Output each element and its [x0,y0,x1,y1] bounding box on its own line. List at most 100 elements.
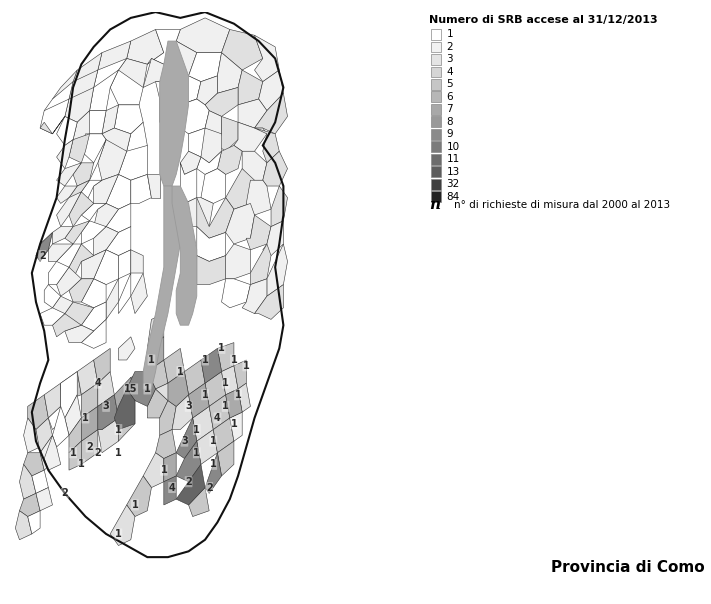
Polygon shape [267,244,287,296]
Text: 3: 3 [185,402,192,411]
Polygon shape [230,412,242,441]
Polygon shape [106,204,131,233]
Polygon shape [176,418,197,458]
Polygon shape [119,337,135,360]
FancyBboxPatch shape [431,191,442,202]
Polygon shape [172,395,193,429]
Text: 3: 3 [181,436,188,446]
Polygon shape [172,186,197,325]
Text: 3: 3 [447,54,453,65]
Text: 1: 1 [218,344,225,353]
Polygon shape [218,342,234,371]
Polygon shape [106,226,131,255]
Polygon shape [234,360,246,389]
Text: 10: 10 [447,142,460,152]
Polygon shape [201,128,222,163]
FancyBboxPatch shape [431,129,442,140]
Polygon shape [156,429,176,458]
Text: 2: 2 [205,483,213,492]
Text: 5: 5 [447,79,453,89]
Polygon shape [164,453,176,482]
Text: 32: 32 [447,179,460,189]
Polygon shape [131,175,151,204]
Text: 3: 3 [102,402,109,411]
Polygon shape [225,389,242,418]
Polygon shape [57,192,81,226]
Polygon shape [222,279,250,308]
Polygon shape [57,117,77,146]
Polygon shape [102,105,119,134]
Polygon shape [188,53,222,82]
Text: 4: 4 [95,378,101,388]
Text: 6: 6 [447,92,453,102]
Text: 1: 1 [202,390,208,400]
Polygon shape [81,221,106,244]
Text: 1: 1 [70,448,77,458]
FancyBboxPatch shape [431,179,442,190]
Polygon shape [110,70,143,105]
Text: 84: 84 [447,192,460,202]
Polygon shape [222,366,238,395]
Polygon shape [213,418,234,453]
Polygon shape [94,349,110,383]
Polygon shape [57,244,81,273]
Polygon shape [205,371,225,406]
Polygon shape [44,82,73,117]
Polygon shape [40,308,65,325]
Polygon shape [147,30,181,64]
Polygon shape [184,360,205,395]
Polygon shape [60,371,81,400]
Polygon shape [234,122,267,151]
Polygon shape [238,99,267,128]
Polygon shape [98,140,127,180]
Polygon shape [65,302,94,325]
Text: 1: 1 [115,529,122,539]
Polygon shape [40,99,69,134]
Polygon shape [81,204,106,221]
Polygon shape [127,476,151,516]
Text: 1: 1 [202,355,208,365]
Polygon shape [81,320,106,349]
FancyBboxPatch shape [431,117,442,127]
Polygon shape [94,59,127,88]
Text: 1: 1 [447,30,453,39]
Polygon shape [114,378,135,418]
Polygon shape [160,400,176,435]
Polygon shape [114,105,143,134]
Text: 1: 1 [235,390,242,400]
Text: 1: 1 [144,384,151,394]
Polygon shape [106,279,119,320]
Polygon shape [73,53,102,88]
FancyBboxPatch shape [431,167,442,177]
Polygon shape [36,418,53,453]
Polygon shape [32,470,48,493]
Polygon shape [69,418,81,453]
Polygon shape [98,371,114,406]
Polygon shape [218,117,238,151]
Polygon shape [73,111,90,146]
Text: 8: 8 [447,117,453,127]
Polygon shape [242,279,267,313]
Polygon shape [255,35,279,82]
Polygon shape [218,146,242,175]
Polygon shape [57,140,73,169]
Polygon shape [36,233,53,262]
Polygon shape [263,221,284,255]
Polygon shape [81,140,106,180]
Polygon shape [28,395,48,429]
Polygon shape [255,93,287,134]
FancyBboxPatch shape [431,154,442,165]
Polygon shape [110,505,135,545]
Polygon shape [98,41,131,76]
Polygon shape [147,337,164,371]
Polygon shape [69,279,94,302]
Polygon shape [147,389,168,418]
Text: 1: 1 [115,448,122,458]
Polygon shape [81,250,106,279]
Polygon shape [90,70,119,111]
Polygon shape [176,441,201,482]
Polygon shape [197,429,218,464]
Polygon shape [188,383,209,418]
Polygon shape [225,244,250,279]
Polygon shape [176,18,230,53]
